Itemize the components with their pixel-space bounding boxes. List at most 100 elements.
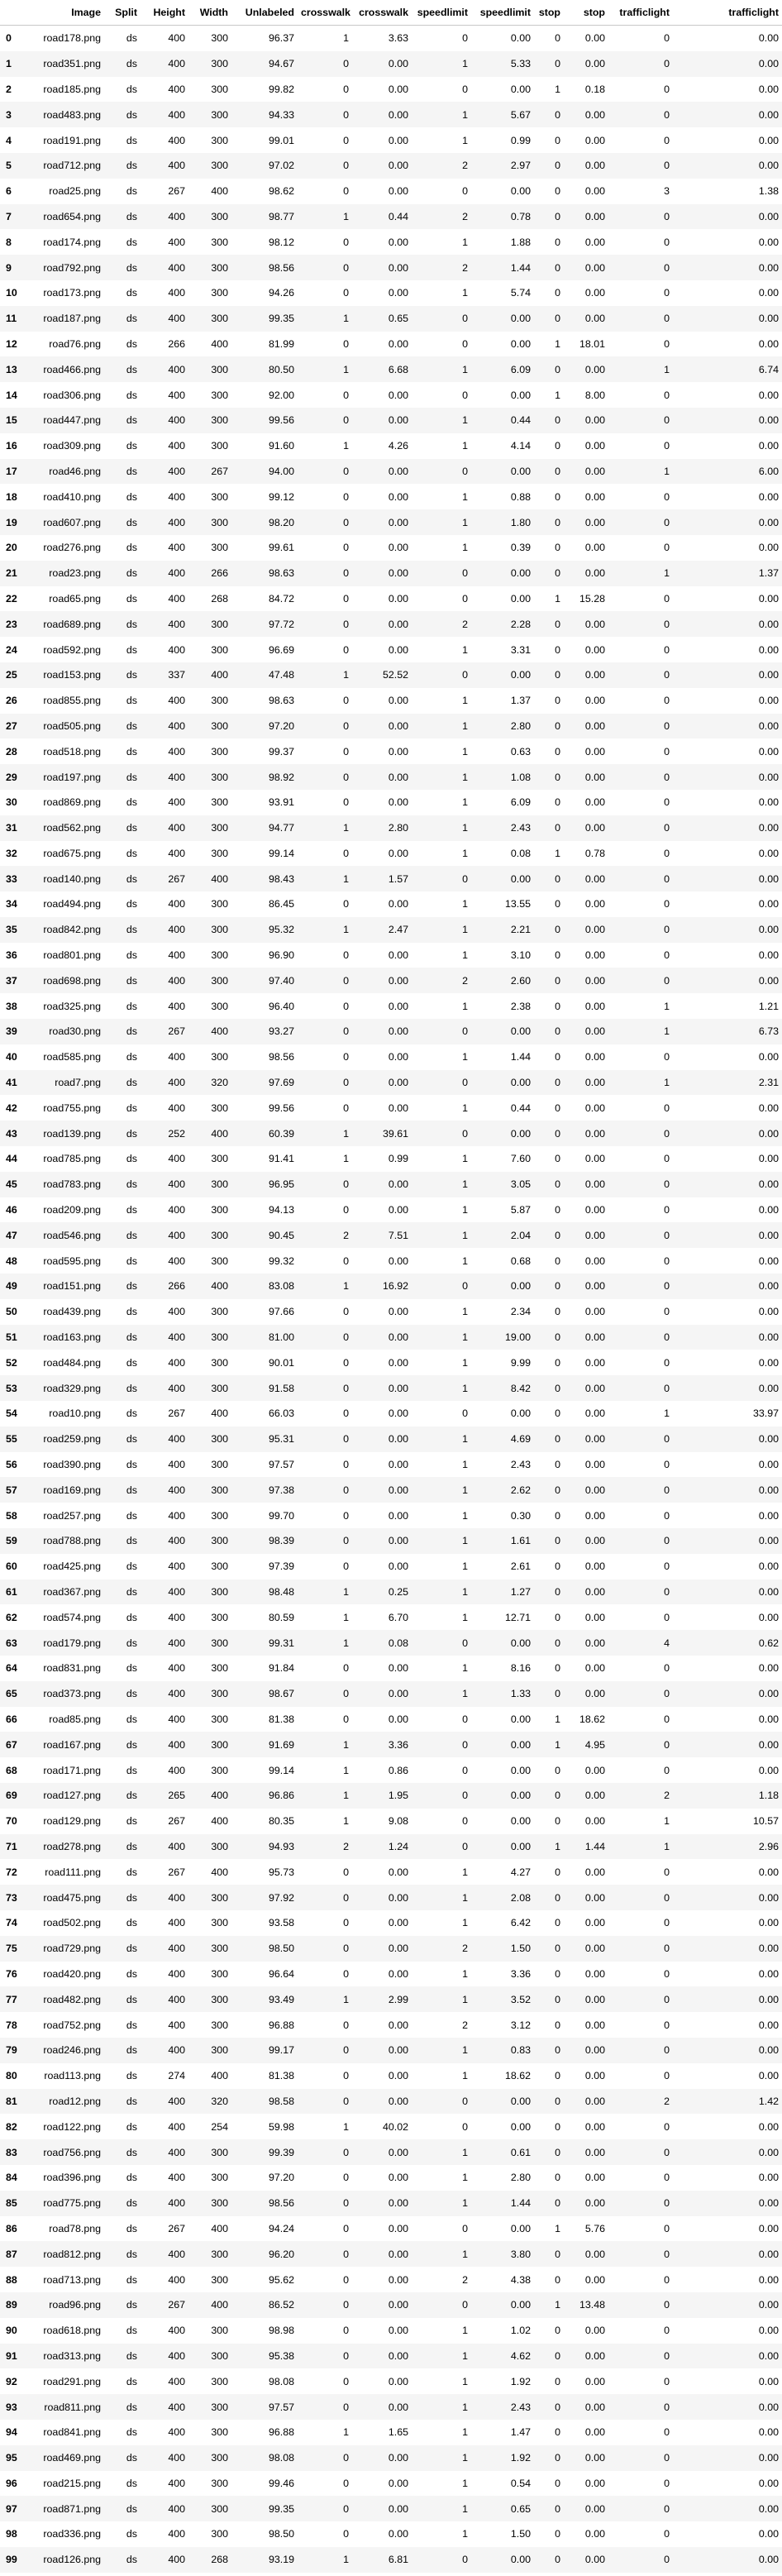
table-cell: 0 [343, 287, 349, 299]
table-cell: 0 [534, 2343, 564, 2369]
table-cell: road278.png [25, 1833, 104, 1860]
table-cell: road855.png [43, 695, 101, 707]
table-cell: 1 [298, 203, 352, 230]
table-cell: 0.00 [584, 1051, 605, 1063]
table-row: 87 road812.png ds 400 300 96.20 0 0.00 1 3.80 0 0.0… [0, 2241, 782, 2268]
table-cell: 39.61 [352, 1121, 412, 1147]
row-index: 9 [0, 255, 25, 280]
table-cell: 400 [141, 1732, 188, 1758]
table-cell: road191.png [43, 134, 101, 146]
table-cell: 0.00 [673, 2445, 782, 2471]
table-cell: 300 [188, 1732, 231, 1758]
table-cell: 0 [298, 2445, 352, 2471]
table-cell: 400 [211, 2222, 228, 2234]
table-cell: 0 [412, 1833, 471, 1860]
table-cell: 0 [534, 1274, 564, 1299]
table-cell: 2.43 [471, 2394, 534, 2420]
table-cell: 1 [343, 1153, 349, 1165]
table-cell: ds [104, 2292, 141, 2318]
row-index: 48 [6, 1255, 17, 1267]
table-cell: 0.00 [388, 2222, 408, 2234]
table-cell: 96.37 [268, 32, 294, 45]
row-index: 76 [6, 1967, 17, 1980]
table-row: 97 road871.png ds 400 300 99.35 0 0.00 1 0.65 0 0.0… [0, 2496, 782, 2522]
table-cell: ds [104, 611, 141, 638]
table-cell: 1 [555, 1713, 560, 1725]
table-cell: 10.57 [752, 1815, 779, 1828]
table-cell: 0 [534, 662, 564, 688]
row-index: 11 [0, 305, 25, 332]
table-cell: 1 [555, 847, 560, 859]
table-cell: 0.00 [564, 2088, 608, 2115]
table-cell: ds [104, 2546, 141, 2573]
table-cell: 0.00 [388, 185, 408, 198]
table-cell: 4.62 [471, 2343, 534, 2369]
table-cell: 0.00 [758, 1917, 779, 1929]
table-row: 12 road76.png ds 266 400 81.99 0 0.00 0 0.00 1 18.0… [0, 332, 782, 357]
table-cell: 0.44 [352, 203, 412, 230]
table-cell: 0.00 [352, 152, 412, 179]
table-row: 56 road390.png ds 400 300 97.57 0 0.00 1 2.43 0 0.0… [0, 1452, 782, 1478]
table-cell: 300 [188, 713, 231, 739]
table-cell: 400 [168, 847, 185, 859]
table-cell: 0 [555, 1051, 560, 1063]
table-cell: 0 [534, 1885, 564, 1910]
table-cell: 300 [211, 440, 228, 452]
table-cell: road574.png [43, 1611, 101, 1623]
table-cell: 0.00 [584, 2426, 605, 2439]
row-index: 19 [0, 509, 25, 535]
table-cell: 0 [534, 1782, 564, 1809]
table-cell: 0 [298, 713, 352, 739]
table-cell: 93.27 [231, 1019, 298, 1044]
table-cell: 0 [412, 1121, 471, 1147]
table-cell: 400 [168, 2528, 185, 2540]
table-cell: 0.00 [673, 1528, 782, 1554]
table-cell: 96.64 [268, 1967, 294, 1980]
row-index: 25 [0, 662, 25, 688]
table-cell: 0 [298, 2292, 352, 2318]
table-cell: 0 [534, 560, 564, 586]
table-cell: 400 [211, 1815, 228, 1828]
table-cell: 0 [664, 1560, 670, 1573]
table-cell: 1 [462, 2172, 468, 2184]
table-cell: 0.44 [471, 407, 534, 433]
table-cell: 80.35 [268, 1815, 294, 1828]
table-row: 26 road855.png ds 400 300 98.63 0 0.00 1 1.37 0 0.0… [0, 688, 782, 714]
table-cell: ds [104, 1019, 141, 1044]
table-cell: 16.92 [352, 1274, 412, 1299]
table-cell: 0.00 [352, 2190, 412, 2216]
table-cell: 93.19 [231, 2546, 298, 2573]
table-cell: 19.00 [471, 1324, 534, 1350]
table-cell: 400 [168, 1662, 185, 1675]
table-cell: road126.png [25, 2546, 104, 2573]
table-cell: 95.38 [231, 2343, 298, 2369]
row-index: 93 [0, 2394, 25, 2420]
table-cell: road167.png [25, 1732, 104, 1758]
table-cell: 97.40 [231, 968, 298, 994]
table-cell: 0 [298, 1019, 352, 1044]
table-cell: 0 [555, 1815, 560, 1828]
table-cell: ds [104, 1579, 141, 1605]
table-cell: 1.50 [471, 1935, 534, 1962]
row-index: 50 [6, 1306, 17, 1318]
row-index: 32 [6, 847, 17, 859]
table-cell: road689.png [25, 611, 104, 638]
table-cell: ds [126, 337, 137, 350]
table-cell: 0.00 [352, 2343, 412, 2369]
table-cell: 0 [343, 2172, 349, 2184]
table-cell: 0.00 [584, 1356, 605, 1369]
table-cell: 0 [608, 968, 673, 994]
table-cell: 0 [298, 1528, 352, 1554]
row-index: 29 [0, 764, 25, 790]
table-cell: 97.57 [268, 1459, 294, 1471]
table-cell: 0 [555, 134, 560, 146]
table-cell: 400 [141, 2496, 188, 2522]
table-cell: 2.61 [510, 1560, 531, 1573]
table-cell: 300 [211, 2172, 228, 2184]
table-cell: 0 [534, 356, 564, 383]
table-cell: 98.12 [268, 236, 294, 248]
table-cell: road792.png [25, 255, 104, 280]
table-cell: 0.00 [758, 1153, 779, 1165]
table-cell: 0 [608, 1579, 673, 1605]
table-cell: road420.png [43, 1967, 101, 1980]
